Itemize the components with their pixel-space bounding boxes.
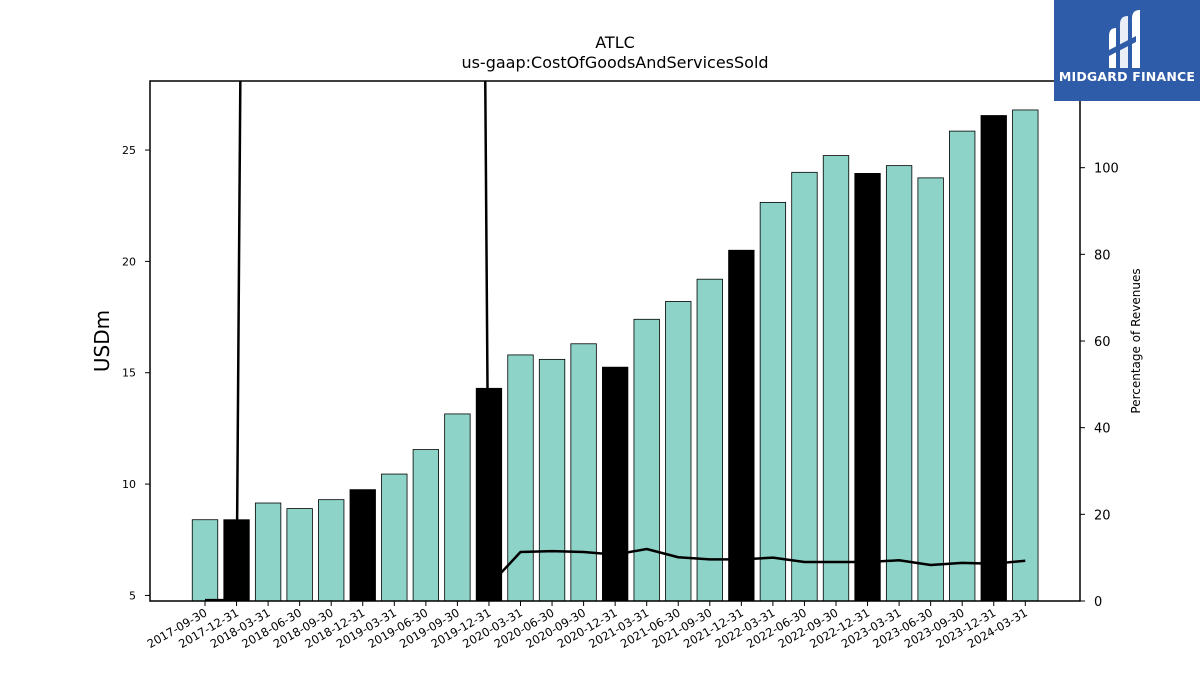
bar — [191, 519, 219, 602]
y-tick-label: 10 — [122, 478, 136, 491]
bar — [728, 249, 755, 602]
bar — [602, 366, 629, 602]
y2-tick-label: 40 — [1094, 422, 1111, 437]
y-tick-label: 15 — [122, 367, 136, 380]
midgard-logo-icon — [1109, 10, 1140, 68]
y-tick-label: 5 — [129, 589, 136, 602]
bar — [980, 115, 1007, 602]
y-tick-label: 25 — [122, 144, 136, 157]
bar — [949, 130, 976, 602]
logo-text: MIDGARD FINANCE — [1058, 69, 1196, 84]
bar — [538, 358, 566, 602]
y2-tick-label: 80 — [1094, 248, 1111, 263]
bar — [507, 354, 534, 602]
series-line-percentage — [205, 81, 1026, 601]
bar — [286, 508, 313, 602]
bar — [412, 449, 440, 602]
bar — [1012, 109, 1039, 602]
y-tick-label: 20 — [122, 255, 136, 268]
bar — [318, 499, 345, 602]
y2-tick-label: 20 — [1094, 508, 1111, 523]
y2-tick-label: 0 — [1094, 595, 1102, 610]
bar — [444, 413, 471, 602]
bar — [696, 278, 723, 602]
plot-frame — [149, 80, 1081, 602]
y2-axis-label: Percentage of Revenues — [1129, 268, 1143, 413]
bar — [665, 301, 692, 602]
bar — [381, 473, 408, 602]
y-axis-label: USDm — [90, 310, 114, 372]
bar — [633, 318, 660, 602]
bar — [570, 343, 597, 602]
chart-title: ATLC — [595, 33, 635, 52]
bar — [854, 173, 881, 602]
y2-tick-label: 60 — [1094, 335, 1111, 350]
bar — [822, 155, 850, 602]
bar — [349, 489, 376, 602]
bar — [254, 502, 282, 602]
bar — [885, 165, 913, 602]
midgard-finance-logo: MIDGARD FINANCE — [1054, 0, 1200, 101]
bar — [917, 177, 944, 602]
bar — [791, 171, 818, 602]
y2-tick-label: 100 — [1094, 162, 1119, 177]
chart-subtitle: us-gaap:CostOfGoodsAndServicesSold — [461, 53, 768, 72]
bar — [759, 201, 787, 602]
